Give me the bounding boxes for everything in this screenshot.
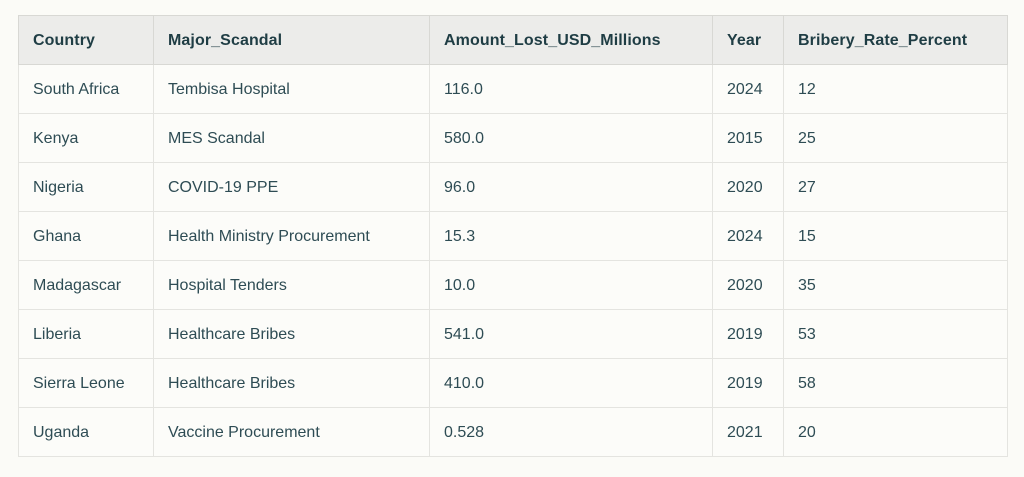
table-row: South Africa Tembisa Hospital 116.0 2024…: [18, 64, 1008, 114]
cell-amount-lost: 116.0: [429, 64, 713, 114]
cell-major-scandal: Healthcare Bribes: [153, 358, 430, 408]
cell-country: Uganda: [18, 407, 154, 457]
table-header: Country Major_Scandal Amount_Lost_USD_Mi…: [18, 15, 1008, 65]
cell-country: Nigeria: [18, 162, 154, 212]
table-row: Sierra Leone Healthcare Bribes 410.0 201…: [18, 358, 1008, 408]
cell-bribery-rate: 20: [783, 407, 1008, 457]
cell-country: Sierra Leone: [18, 358, 154, 408]
table-row: Liberia Healthcare Bribes 541.0 2019 53: [18, 309, 1008, 359]
cell-major-scandal: COVID-19 PPE: [153, 162, 430, 212]
cell-bribery-rate: 27: [783, 162, 1008, 212]
cell-bribery-rate: 25: [783, 113, 1008, 163]
cell-year: 2020: [712, 162, 784, 212]
cell-major-scandal: Tembisa Hospital: [153, 64, 430, 114]
cell-country: Madagascar: [18, 260, 154, 310]
scandals-table-container: Country Major_Scandal Amount_Lost_USD_Mi…: [18, 15, 1008, 457]
cell-country: Liberia: [18, 309, 154, 359]
cell-country: Kenya: [18, 113, 154, 163]
cell-year: 2021: [712, 407, 784, 457]
cell-amount-lost: 15.3: [429, 211, 713, 261]
cell-bribery-rate: 58: [783, 358, 1008, 408]
cell-amount-lost: 96.0: [429, 162, 713, 212]
cell-major-scandal: Healthcare Bribes: [153, 309, 430, 359]
column-header-bribery-rate: Bribery_Rate_Percent: [783, 15, 1008, 65]
cell-major-scandal: Vaccine Procurement: [153, 407, 430, 457]
cell-amount-lost: 541.0: [429, 309, 713, 359]
table-row: Uganda Vaccine Procurement 0.528 2021 20: [18, 407, 1008, 457]
cell-bribery-rate: 53: [783, 309, 1008, 359]
table-row: Nigeria COVID-19 PPE 96.0 2020 27: [18, 162, 1008, 212]
cell-year: 2024: [712, 64, 784, 114]
cell-country: Ghana: [18, 211, 154, 261]
cell-year: 2020: [712, 260, 784, 310]
cell-year: 2019: [712, 309, 784, 359]
header-row: Country Major_Scandal Amount_Lost_USD_Mi…: [18, 15, 1008, 65]
table-body: South Africa Tembisa Hospital 116.0 2024…: [18, 64, 1008, 457]
cell-year: 2019: [712, 358, 784, 408]
cell-amount-lost: 0.528: [429, 407, 713, 457]
scandals-table: Country Major_Scandal Amount_Lost_USD_Mi…: [18, 15, 1008, 457]
cell-bribery-rate: 15: [783, 211, 1008, 261]
cell-major-scandal: Hospital Tenders: [153, 260, 430, 310]
cell-country: South Africa: [18, 64, 154, 114]
cell-major-scandal: Health Ministry Procurement: [153, 211, 430, 261]
cell-bribery-rate: 35: [783, 260, 1008, 310]
column-header-major-scandal: Major_Scandal: [153, 15, 430, 65]
cell-bribery-rate: 12: [783, 64, 1008, 114]
cell-major-scandal: MES Scandal: [153, 113, 430, 163]
cell-amount-lost: 580.0: [429, 113, 713, 163]
column-header-country: Country: [18, 15, 154, 65]
column-header-amount-lost: Amount_Lost_USD_Millions: [429, 15, 713, 65]
cell-amount-lost: 410.0: [429, 358, 713, 408]
table-row: Ghana Health Ministry Procurement 15.3 2…: [18, 211, 1008, 261]
cell-amount-lost: 10.0: [429, 260, 713, 310]
cell-year: 2024: [712, 211, 784, 261]
table-row: Kenya MES Scandal 580.0 2015 25: [18, 113, 1008, 163]
table-row: Madagascar Hospital Tenders 10.0 2020 35: [18, 260, 1008, 310]
column-header-year: Year: [712, 15, 784, 65]
cell-year: 2015: [712, 113, 784, 163]
